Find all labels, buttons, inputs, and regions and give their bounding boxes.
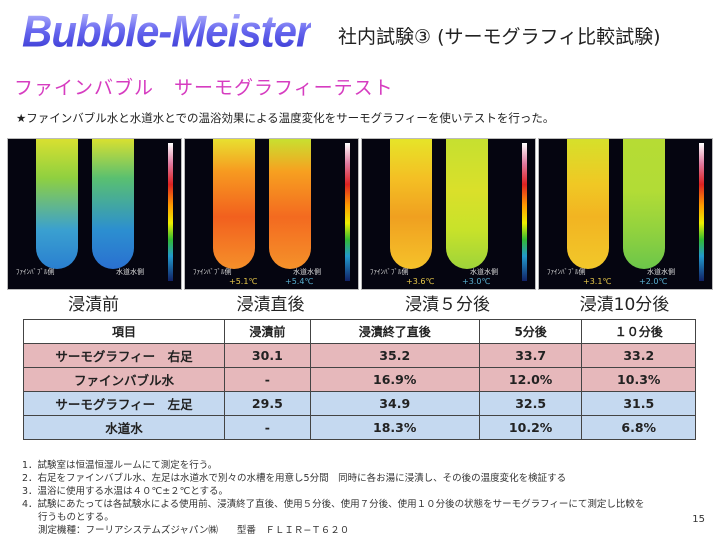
- right-foot-image: [390, 139, 432, 269]
- section-title: ファインバブル サーモグラフィーテスト: [14, 77, 394, 99]
- fine-bubble-delta: +3.1℃: [583, 277, 612, 286]
- caption-10min-after: 浸漬10分後: [579, 295, 670, 315]
- table-row: サーモグラフィー 右足 30.1 35.2 33.7 33.2: [23, 343, 696, 368]
- fine-bubble-delta: +5.1℃: [229, 277, 258, 286]
- tap-water-delta: +5.4℃: [285, 277, 314, 286]
- note-item: 1．試験室は恒温恒湿ルームにて測定を行う。: [22, 460, 218, 471]
- table-cell: 33.2: [581, 343, 696, 368]
- header-10min: １０分後: [581, 319, 696, 344]
- page-number: 15: [692, 514, 705, 525]
- note-item: 2．右足をファインバブル水、左足は水道水で別々の水槽を用意し5分間 同時に各お湯…: [22, 473, 567, 484]
- thermograph-immediately-after: ﾌｧｲﾝﾊﾞﾌﾞﾙ側 水道水側 +5.1℃ +5.4℃: [184, 138, 359, 290]
- row-label: サーモグラフィー 右足: [23, 343, 225, 368]
- row-label: ファインバブル水: [23, 367, 225, 392]
- fine-bubble-side-label: ﾌｧｲﾝﾊﾞﾌﾞﾙ側: [193, 268, 232, 276]
- tap-water-side-label: 水道水側: [116, 268, 144, 276]
- right-foot-image: [213, 139, 255, 269]
- table-row: サーモグラフィー 左足 29.5 34.9 32.5 31.5: [23, 391, 696, 416]
- right-foot-image: [567, 139, 609, 269]
- tap-water-side-label: 水道水側: [470, 268, 498, 276]
- tap-water-delta: +2.0℃: [639, 277, 668, 286]
- left-foot-image: [269, 139, 311, 269]
- table-cell: 31.5: [581, 391, 696, 416]
- thermograph-10min-after: ﾌｧｲﾝﾊﾞﾌﾞﾙ側 水道水側 +3.1℃ +2.0℃: [538, 138, 713, 290]
- header-immediately-after: 浸漬終了直後: [309, 319, 480, 344]
- row-label: サーモグラフィー 左足: [23, 391, 225, 416]
- table-cell: 30.1: [224, 343, 311, 368]
- brand-logo: Bubble-Meister: [22, 6, 312, 57]
- temperature-scale-bar: [522, 143, 527, 281]
- table-header-row: 項目 浸漬前 浸漬終了直後 5分後 １０分後: [23, 319, 696, 344]
- tap-water-side-label: 水道水側: [293, 268, 321, 276]
- intro-text: ★ファインバブル水と水道水とでの温浴効果による温度変化をサーモグラフィーを使いテ…: [16, 111, 555, 125]
- note-item: 4．試験にあたっては各試験水による使用前、浸漬終了直後、使用５分後、使用７分後、…: [22, 499, 645, 510]
- right-foot-image: [36, 139, 78, 269]
- results-table: 項目 浸漬前 浸漬終了直後 5分後 １０分後 サーモグラフィー 右足 30.1 …: [23, 319, 696, 440]
- table-cell: 18.3%: [309, 415, 480, 440]
- tap-water-delta: +3.0℃: [462, 277, 491, 286]
- table-cell: 35.2: [309, 343, 480, 368]
- caption-5min-after: 浸漬５分後: [405, 295, 490, 315]
- table-cell: 32.5: [478, 391, 583, 416]
- thermograph-before: ﾌｧｲﾝﾊﾞﾌﾞﾙ側 水道水側: [7, 138, 182, 290]
- temperature-scale-bar: [699, 143, 704, 281]
- table-cell: 12.0%: [478, 367, 583, 392]
- table-cell: 16.9%: [309, 367, 480, 392]
- slide-title: 社内試験③ (サーモグラフィ比較試験): [338, 26, 661, 48]
- table-row: 水道水 - 18.3% 10.2% 6.8%: [23, 415, 696, 440]
- note-item-continuation: 行うものとする。: [38, 512, 114, 523]
- fine-bubble-side-label: ﾌｧｲﾝﾊﾞﾌﾞﾙ側: [370, 268, 409, 276]
- fine-bubble-side-label: ﾌｧｲﾝﾊﾞﾌﾞﾙ側: [547, 268, 586, 276]
- table-row: ファインバブル水 - 16.9% 12.0% 10.3%: [23, 367, 696, 392]
- header-item: 項目: [23, 319, 225, 344]
- caption-immediately-after: 浸漬直後: [236, 295, 305, 315]
- temperature-scale-bar: [345, 143, 350, 281]
- row-label: 水道水: [23, 415, 225, 440]
- fine-bubble-delta: +3.6℃: [406, 277, 435, 286]
- table-cell: -: [224, 367, 311, 392]
- test-conditions-notes: 1．試験室は恒温恒湿ルームにて測定を行う。 2．右足をファインバブル水、左足は水…: [22, 459, 644, 537]
- table-cell: 33.7: [478, 343, 583, 368]
- thermograph-5min-after: ﾌｧｲﾝﾊﾞﾌﾞﾙ側 水道水側 +3.6℃ +3.0℃: [361, 138, 536, 290]
- left-foot-image: [92, 139, 134, 269]
- table-cell: 10.3%: [581, 367, 696, 392]
- caption-before: 浸漬前: [68, 295, 119, 315]
- left-foot-image: [446, 139, 488, 269]
- left-foot-image: [623, 139, 665, 269]
- note-item: 3．温浴に使用する水温は４０℃±２℃とする。: [22, 486, 229, 497]
- tap-water-side-label: 水道水側: [647, 268, 675, 276]
- table-cell: 6.8%: [581, 415, 696, 440]
- temperature-scale-bar: [168, 143, 173, 281]
- table-cell: 34.9: [309, 391, 480, 416]
- measurement-device: 測定機種：フーリアシステムズジャパン㈱ 型番 ＦＬＩＲ−Ｔ６２０: [38, 525, 350, 536]
- table-cell: 10.2%: [478, 415, 583, 440]
- table-cell: -: [224, 415, 311, 440]
- header-5min: 5分後: [478, 319, 583, 344]
- header-before: 浸漬前: [224, 319, 311, 344]
- fine-bubble-side-label: ﾌｧｲﾝﾊﾞﾌﾞﾙ側: [16, 268, 55, 276]
- table-cell: 29.5: [224, 391, 311, 416]
